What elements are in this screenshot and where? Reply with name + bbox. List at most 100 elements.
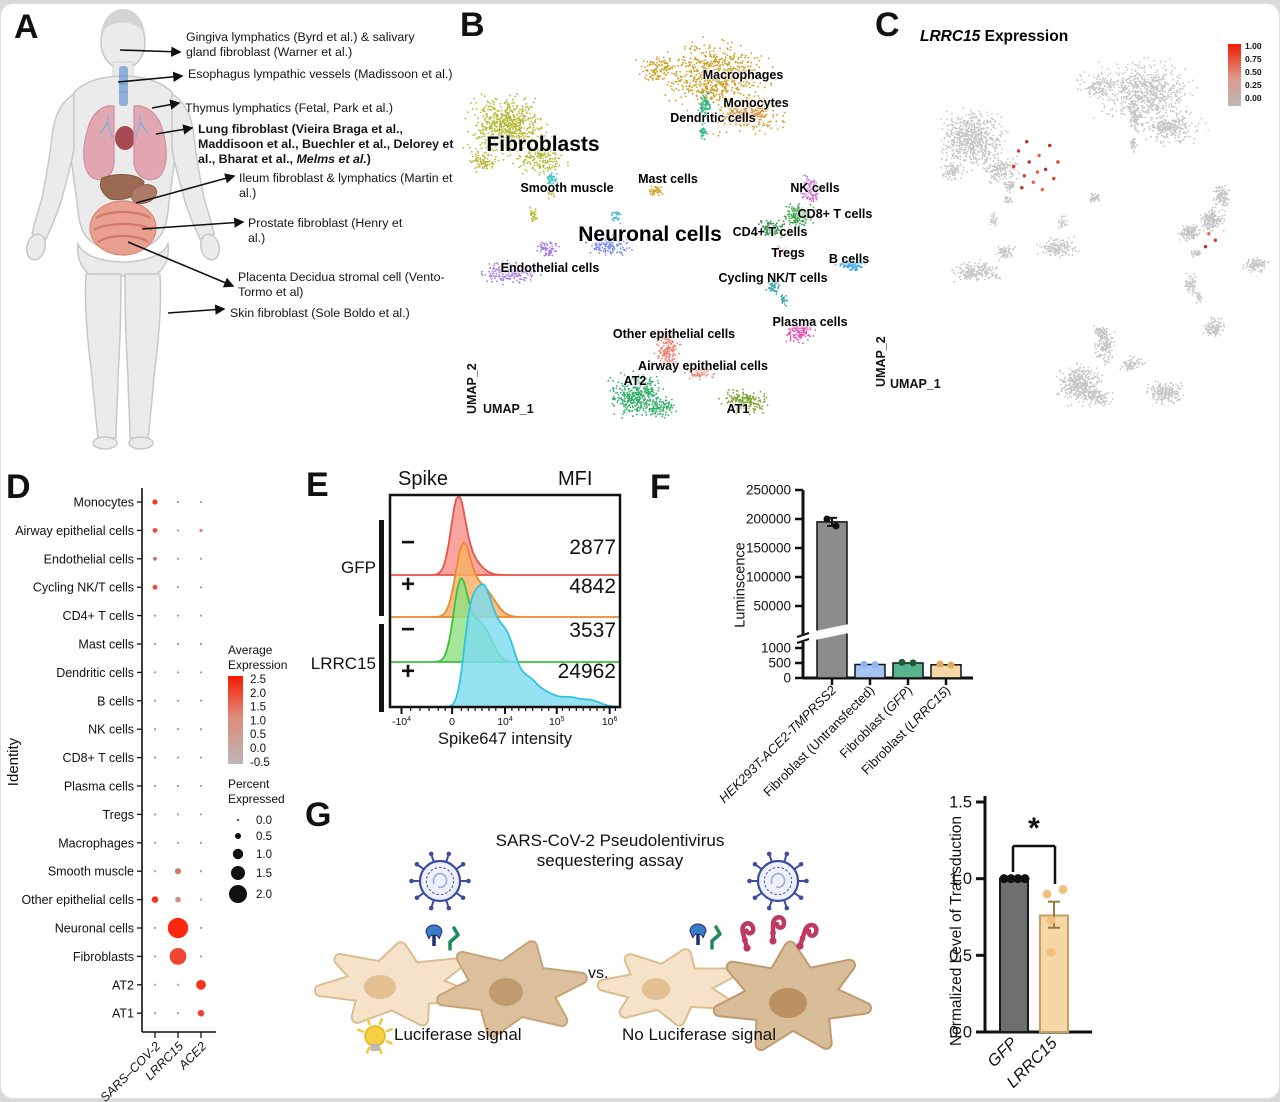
annotation-1: Esophagus lympathic vessels (Madissoon e… [188, 67, 453, 81]
y-axis-title: Normalized Level of Transduction [948, 815, 966, 1047]
annotation-2: Thymus lymphatics (Fetal, Park et al.) [185, 101, 393, 115]
panel-e: E Spike MFI −2877 +4842−3537 +24962 -104 0 10… [300, 462, 635, 762]
annotation-arrow [167, 304, 226, 315]
cluster-cycling-nk-t-cells [1184, 272, 1203, 304]
annotation-arrow [151, 99, 181, 110]
cluster-monocytes [1148, 119, 1187, 135]
umap2-axis-label: UMAP_2 [874, 336, 888, 387]
cluster-other-epithelial-cells [1093, 325, 1116, 365]
panel-c: C LRRC15 Expression 1.00 0.75 0.50 0.25 … [872, 2, 1278, 454]
cluster-fibroblasts [939, 107, 1020, 204]
lrrc15-bracket [379, 624, 384, 712]
heart [115, 126, 135, 150]
colorbar-ticks: 1.00 0.75 0.50 0.25 0.00 [1245, 41, 1262, 104]
gfp-bracket [379, 520, 384, 616]
cluster-plasma-cells [785, 320, 817, 344]
vs-label: vs. [588, 965, 609, 982]
panel-g-label: G [305, 796, 332, 834]
annotation-0: Gingiva lymphatics (Byrd et al.) & saliv… [186, 30, 415, 60]
lrrc15-positive-points [1011, 140, 1218, 249]
virus-left [409, 851, 471, 911]
umap-svg [939, 56, 1270, 408]
cluster-endothelial-cells [480, 241, 560, 286]
bar-2 [892, 662, 924, 679]
panel-f-label: F [650, 468, 671, 506]
panel-g: G SARS-CoV-2 Pseudolentivirus sequesteri… [300, 793, 900, 1100]
cluster-neuronal-cells [582, 233, 633, 256]
cluster-tregs [1190, 249, 1202, 258]
trachea [119, 66, 128, 106]
annotation-5: Prostate fibroblast (Henry et al.) [248, 216, 403, 246]
flow-histograms: −2877 +4842−3537 +24962 -104 0 104 105 106 [300, 462, 635, 762]
cluster-nk-cells [1211, 184, 1231, 211]
cluster-b-cells [834, 255, 867, 272]
barF-svg: 2500002000001500001000005000010005000HEK… [716, 483, 973, 806]
tmprss2-receptor-icon [710, 925, 722, 950]
histogram-0 [390, 496, 620, 576]
cell-nucleus [642, 978, 670, 1000]
cluster-cd4-t-cells [1177, 223, 1202, 242]
umap2-axis-label: UMAP_2 [465, 363, 479, 414]
cluster-dendritic-cells [1129, 104, 1142, 154]
panel-c-label: C [875, 6, 900, 44]
x-axis-title: Spike647 intensity [438, 730, 572, 748]
annotation-arrow [117, 71, 184, 83]
ace2-receptor-icon [689, 923, 707, 945]
cluster-smooth-muscle [1003, 181, 1015, 194]
cluster-macrophages [1076, 56, 1210, 148]
umap1-axis-label: UMAP_1 [890, 377, 941, 391]
cluster-cycling-nk-t-cells [765, 275, 789, 307]
y-axis-title: Luminscence [732, 542, 749, 628]
cluster-nk-cells [799, 174, 822, 203]
gfp-group-label: GFP [341, 558, 376, 577]
cluster-other-epithelial-cells [653, 329, 682, 372]
cell-nucleus [769, 988, 807, 1018]
panel-a-label: A [14, 8, 39, 46]
bar-LRRC15 [1039, 914, 1069, 1033]
sequestering-assay-diagram [300, 793, 900, 1100]
cluster-smooth-muscle [546, 172, 559, 187]
panel-d: D Monocytes Airway epithelial cells Endoth… [2, 462, 302, 1102]
bar-1 [854, 663, 886, 679]
virus-right [747, 851, 809, 911]
cluster-monocytes [722, 105, 766, 126]
cluster-mast-cells [648, 185, 664, 197]
cluster-at1 [1146, 380, 1185, 405]
cluster-cd8-t-cells [783, 203, 817, 228]
annotation-arrow [127, 241, 235, 288]
annotation-arrow [155, 124, 194, 135]
panel-f: F Luminscence 250000 200000 150000 100000 50… [638, 462, 983, 822]
umap-all-cells [455, 2, 875, 454]
annotation-arrows [117, 46, 245, 315]
cluster-fibroblasts [462, 93, 569, 200]
ace2-receptor-icon [425, 924, 443, 946]
panel-e-label: E [306, 466, 329, 504]
tmprss2-receptor-icon [448, 926, 460, 951]
lrrc15-receptor-icon [769, 915, 787, 945]
lightbulb-icon [356, 1018, 393, 1055]
annotation-4: Ileum fibroblast & lymphatics (Martin et… [239, 171, 453, 201]
dotplot-points [151, 499, 206, 1017]
annotation-3: Lung fibroblast (Vieira Braga et al., Ma… [198, 122, 454, 167]
cluster-endothelial-cells [951, 245, 1017, 283]
bar-3 [930, 664, 962, 679]
hair [101, 9, 145, 36]
panel-b: B Macrophages Monocytes Dendritic cells Fib… [455, 2, 875, 454]
cluster-plasma-cells [1202, 316, 1226, 338]
cell-nucleus [364, 975, 396, 999]
cluster-at2 [1055, 362, 1114, 408]
assay-title: SARS-CoV-2 Pseudolentivirus sequestering… [495, 831, 725, 870]
cluster-mast-cells [1089, 192, 1101, 203]
cell-nucleus [489, 978, 523, 1006]
cluster-cd8-t-cells [1199, 208, 1226, 233]
spike-header: Spike [398, 468, 449, 490]
lrrc15-receptor-icon [740, 921, 756, 952]
cluster-b-cells [1242, 256, 1270, 274]
panel-a: A [8, 6, 460, 458]
organs [83, 66, 167, 256]
bar-0 [816, 521, 848, 679]
annotation-arrow [135, 173, 236, 204]
